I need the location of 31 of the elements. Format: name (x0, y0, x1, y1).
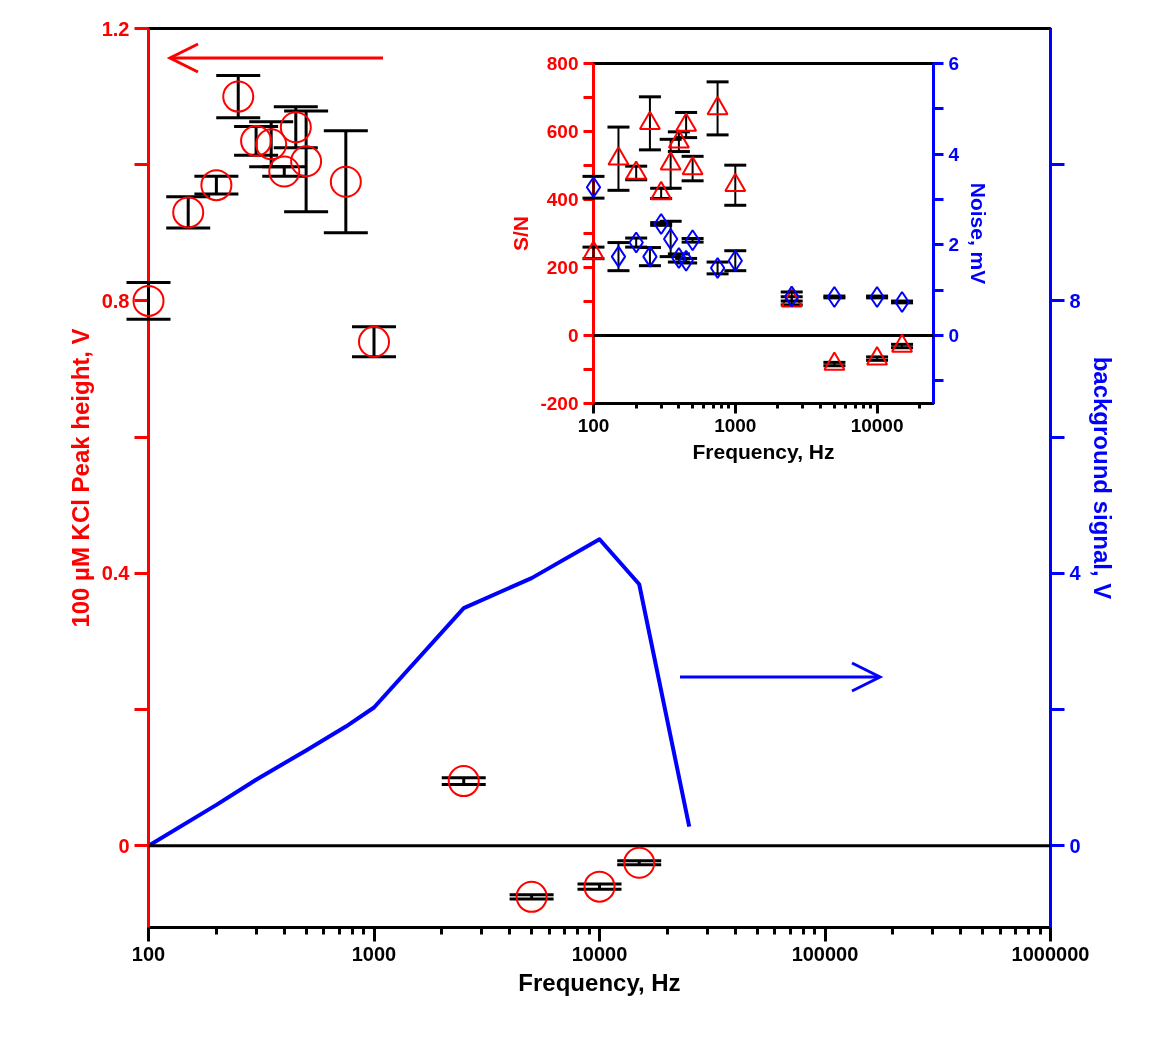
y2-tick-label: 4 (1069, 562, 1082, 585)
x-tick-label: 1000 (714, 414, 757, 436)
x-axis-title: Frequency, Hz (518, 968, 681, 996)
x-tick-label: 100 (577, 414, 610, 436)
y-tick-label: 0.4 (101, 562, 131, 585)
x-tick-label: 100 (131, 942, 166, 965)
y-axis-title: 100 µM KCl Peak height, V (66, 328, 94, 628)
y2-axis-title: background signal, V (1088, 356, 1116, 600)
y-tick-label: 0.8 (101, 289, 130, 312)
y2-tick-label: 4 (948, 143, 960, 165)
y2-tick-label: 6 (948, 53, 960, 74)
y2-axis-title: Noise, mV (967, 182, 991, 285)
y-tick-label: -200 (540, 393, 579, 414)
y-tick-label: 200 (546, 257, 579, 278)
y2-tick-label: 8 (1069, 289, 1081, 312)
y-tick-label: 1.2 (101, 17, 130, 40)
y-tick-label: 0 (118, 834, 130, 857)
x-axis-title: Frequency, Hz (692, 439, 835, 463)
x-tick-label: 10000 (571, 942, 628, 965)
y-axis-title: S/N (509, 215, 533, 251)
x-tick-label: 10000 (850, 414, 904, 436)
y-tick-label: 800 (546, 53, 579, 74)
y-tick-label: 0 (567, 325, 579, 346)
y-tick-label: 400 (546, 189, 579, 210)
y2-tick-label: 0 (1069, 834, 1081, 857)
y-tick-label: 600 (546, 121, 579, 142)
x-tick-label: 1000 (351, 942, 397, 965)
y2-tick-label: 2 (948, 234, 960, 256)
y2-tick-label: 0 (948, 325, 960, 346)
x-tick-label: 1000000 (1011, 942, 1090, 965)
x-tick-label: 100000 (791, 942, 859, 965)
